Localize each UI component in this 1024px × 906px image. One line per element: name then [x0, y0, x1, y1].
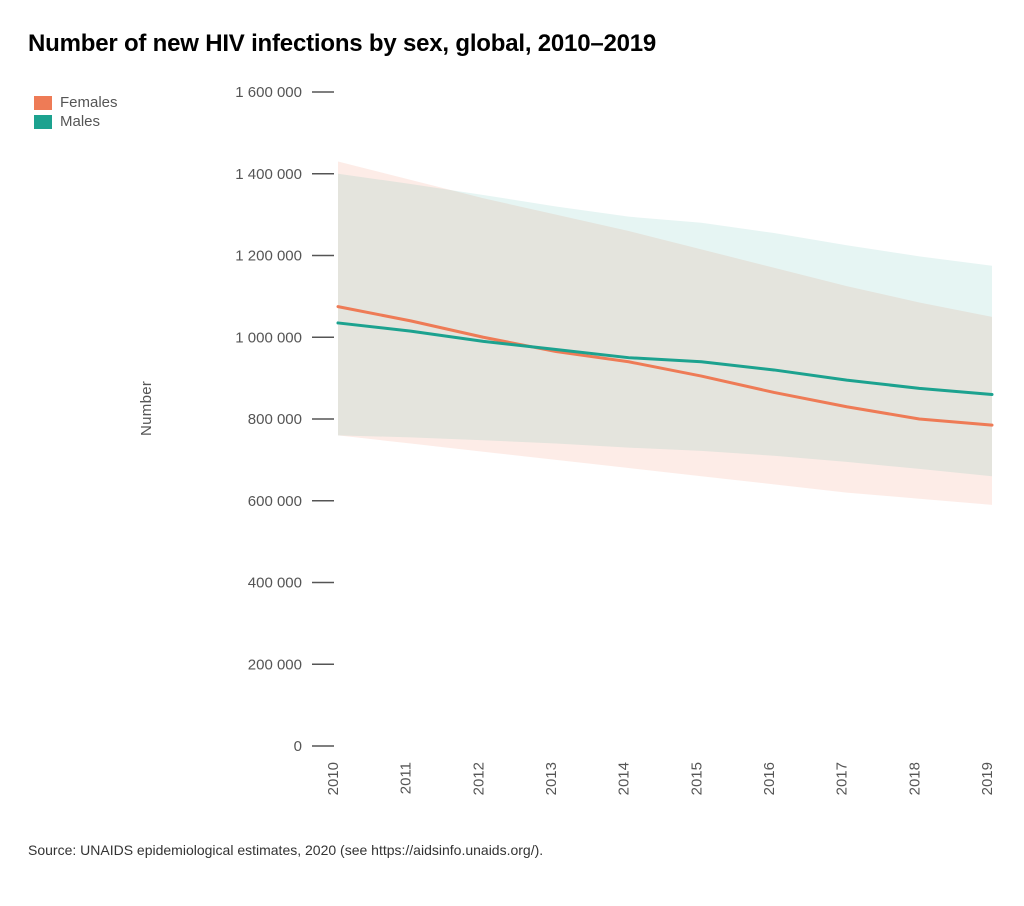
y-tick-label: 1 400 000	[235, 166, 302, 183]
y-axis-label: Number	[138, 381, 155, 436]
chart-area: Females Males Number 0 200 000 400 000 600 0…	[28, 86, 996, 826]
legend-label: Males	[60, 113, 100, 130]
y-tick-label: 800 000	[248, 411, 302, 428]
source-text: Source: UNAIDS epidemiological estimates…	[28, 842, 996, 858]
chart-svg: 0 200 000 400 000 600 000 800 000 1 000 000 1 …	[28, 86, 996, 826]
x-tick-label: 2017	[834, 762, 851, 795]
legend-item: Females	[34, 94, 118, 111]
legend-item: Males	[34, 113, 118, 130]
x-tick-label: 2016	[761, 762, 778, 795]
x-tick-label: 2013	[543, 762, 560, 795]
legend: Females Males	[34, 94, 118, 132]
x-tick-label: 2011	[398, 762, 415, 794]
chart-container: Number of new HIV infections by sex, glo…	[0, 0, 1024, 878]
y-tick-label: 0	[294, 738, 302, 755]
y-tick-label: 1 000 000	[235, 329, 302, 346]
legend-swatch	[34, 96, 52, 110]
y-tick-label: 400 000	[248, 575, 302, 592]
y-tick-label: 1 600 000	[235, 86, 302, 101]
y-tick-label: 200 000	[248, 656, 302, 673]
x-tick-label: 2014	[616, 762, 633, 795]
y-tick-label: 600 000	[248, 493, 302, 510]
x-tick-label: 2019	[979, 762, 996, 795]
legend-swatch	[34, 115, 52, 129]
x-tick-label: 2012	[470, 762, 487, 795]
chart-title: Number of new HIV infections by sex, glo…	[28, 30, 996, 58]
x-tick-label: 2010	[325, 762, 342, 795]
x-tick-label: 2018	[906, 762, 923, 795]
y-tick-label: 1 200 000	[235, 248, 302, 265]
x-tick-label: 2015	[688, 762, 705, 795]
confidence-band	[338, 174, 992, 476]
legend-label: Females	[60, 94, 118, 111]
